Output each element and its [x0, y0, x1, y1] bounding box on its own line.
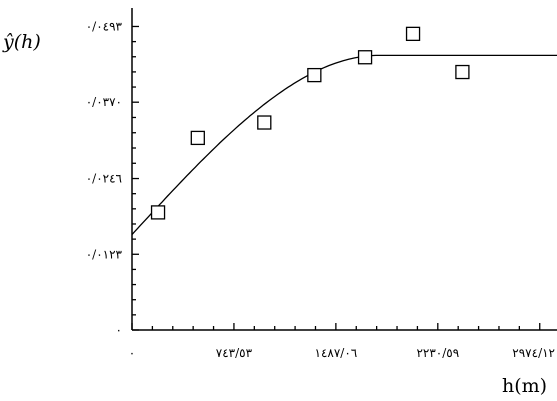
- data-point-marker: [190, 130, 205, 146]
- y-tick-label: ٠/٠٢٤٦: [86, 172, 122, 186]
- y-tick-labels: ٠ ٠/٠١٢٣ ٠/٠٢٤٦ ٠/٠٣٧٠ ٠/٠٤٩٣: [86, 19, 123, 337]
- x-axis-title: h(m): [502, 375, 547, 397]
- axes: [131, 8, 557, 331]
- y-tick-label: ٠: [116, 323, 122, 337]
- x-tick-label: ٢٢٣٠/٥٩: [416, 346, 459, 360]
- data-point-marker: [150, 205, 166, 220]
- model-curve: [131, 54, 557, 236]
- data-points: [150, 26, 470, 220]
- x-tick-label: ٠: [129, 346, 135, 360]
- y-axis-title: ŷ(h): [2, 31, 41, 53]
- x-tick-label: ٢٩٧٤/١٢: [512, 346, 555, 360]
- data-point-marker: [307, 67, 322, 83]
- y-tick-label: ٠/٠١٢٣: [86, 247, 123, 261]
- data-point-marker: [257, 115, 272, 130]
- x-tick-label: ٧٤٣/٥٣: [216, 346, 253, 360]
- minor-ticks: [131, 25, 541, 331]
- y-tick-label: ٠/٠٣٧٠: [86, 95, 122, 109]
- data-point-marker: [455, 64, 470, 80]
- x-tick-labels: ٠ ٧٤٣/٥٣ ١٤٨٧/٠٦ ٢٢٣٠/٥٩ ٢٩٧٤/١٢: [129, 346, 555, 360]
- y-tick-label: ٠/٠٤٩٣: [86, 19, 123, 33]
- data-point-marker: [405, 26, 421, 42]
- data-point-marker: [357, 50, 373, 65]
- x-tick-label: ١٤٨٧/٠٦: [315, 346, 358, 360]
